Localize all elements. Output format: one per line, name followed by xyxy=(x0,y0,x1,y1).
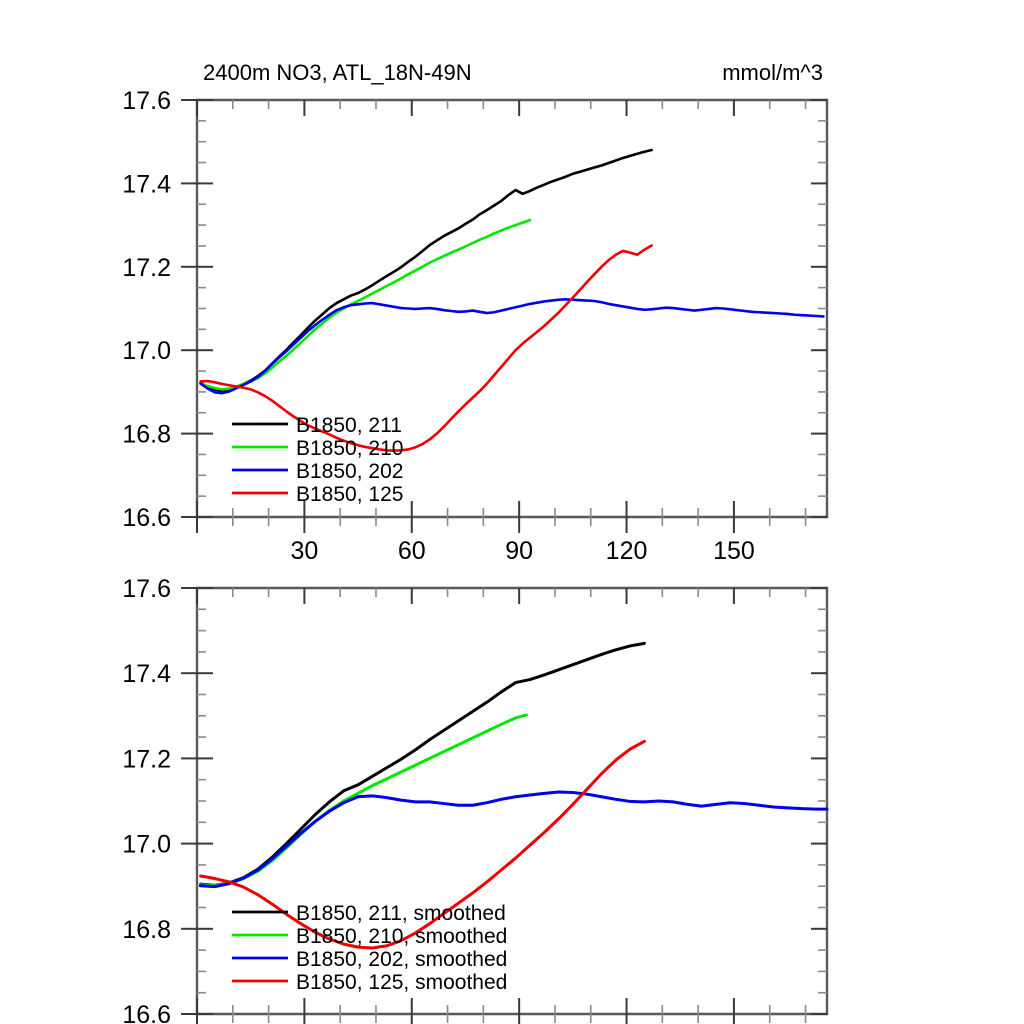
legend-label: B1850, 202 xyxy=(296,460,403,483)
legend-label: B1850, 210, smoothed xyxy=(296,925,507,948)
legend-label: B1850, 211, smoothed xyxy=(296,902,506,925)
series-line xyxy=(199,739,646,950)
y-axis-tick-label: 17.6 xyxy=(122,575,171,603)
x-axis-tick-label: 60 xyxy=(398,537,426,565)
series-line xyxy=(199,790,829,889)
legend-label: B1850, 125, smoothed xyxy=(296,971,507,994)
legend-label: B1850, 202, smoothed xyxy=(296,948,507,971)
y-axis-tick-label: 17.0 xyxy=(122,831,171,859)
units-label: mmol/m^3 xyxy=(722,60,823,85)
panel-bottom: 17.6 17.4 17.2 17.0 16.8 16.6 B1850, 211, smoo… xyxy=(122,575,829,1024)
y-axis-tick-label: 16.8 xyxy=(122,916,171,944)
y-axis-tick-label: 17.0 xyxy=(122,337,171,365)
chart-title: 2400m NO3, ATL_18N-49N xyxy=(203,60,472,85)
legend-label: B1850, 211 xyxy=(296,414,402,437)
y-axis-tick-label: 16.6 xyxy=(122,504,171,532)
legend-label: B1850, 210 xyxy=(296,437,403,460)
y-axis-tick-label: 17.4 xyxy=(122,660,171,688)
y-axis-tick-label: 16.8 xyxy=(122,421,171,449)
y-axis-tick-label: 17.4 xyxy=(122,170,171,198)
x-axis-tick-label: 120 xyxy=(606,537,648,565)
legend-label: B1850, 125 xyxy=(296,483,403,506)
y-axis-tick-label: 16.6 xyxy=(122,1001,171,1024)
y-axis-tick-label: 17.2 xyxy=(122,745,171,773)
series-line xyxy=(199,298,825,395)
y-axis-tick-label: 17.6 xyxy=(122,87,171,115)
x-axis-tick-label: 90 xyxy=(505,537,533,565)
x-axis-tick-label: 150 xyxy=(713,537,755,565)
panel-top: 17.6 17.4 17.2 17.0 16.8 16.6 30 60 90 120 150 B185… xyxy=(122,87,829,565)
y-axis-tick-label: 17.2 xyxy=(122,254,171,282)
x-axis-tick-label: 30 xyxy=(290,537,318,565)
series-line xyxy=(199,244,653,453)
